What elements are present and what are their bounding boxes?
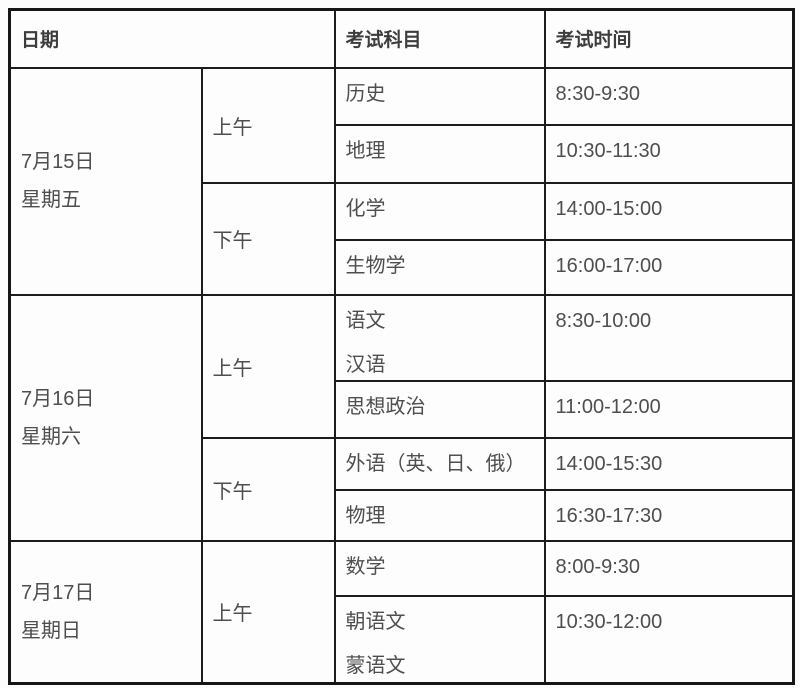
table-row: 下午 化学 14:00-15:00 <box>10 181 795 296</box>
time-cell: 14:00-15:30 <box>543 436 795 491</box>
time-cell: 14:00-15:00 <box>543 181 795 241</box>
time-label: 11:00-12:00 <box>555 395 661 418</box>
header-subject: 考试科目 <box>333 8 546 69</box>
time-label: 14:00-15:00 <box>555 197 663 220</box>
subject-label: 数学 <box>345 555 386 578</box>
date-line1: 7月17日 <box>21 581 95 604</box>
date-cell-jul16: 7月16日 星期六 <box>8 293 203 542</box>
session-cell-morning: 上午 <box>200 293 336 439</box>
header-date: 日期 <box>8 8 336 69</box>
session-cell-morning: 上午 <box>200 539 336 685</box>
date-line2: 星期五 <box>21 189 81 211</box>
subject-label: 生物学 <box>345 254 406 277</box>
session-cell-afternoon: 下午 <box>200 436 336 542</box>
date-line1: 7月15日 <box>21 151 95 173</box>
subject-cell: 朝语文 蒙语文 <box>333 594 546 685</box>
subject-label: 蒙语文 <box>345 654 406 677</box>
date-cell-jul15: 7月15日 星期五 <box>8 66 203 296</box>
time-label: 8:30-9:30 <box>555 82 641 105</box>
time-label: 8:30-10:00 <box>555 309 652 332</box>
table-row: 7月15日 星期五 上午 历史 8:30-9:30 <box>8 66 795 296</box>
session-cell-morning: 上午 <box>200 66 336 184</box>
table-row: 7月17日 星期日 上午 数学 8:00-9:30 <box>8 539 795 685</box>
time-label: 14:00-15:30 <box>555 452 663 475</box>
subject-cell: 地理 <box>333 123 546 184</box>
time-label: 16:30-17:30 <box>555 504 663 527</box>
date-line1: 7月16日 <box>21 387 95 410</box>
subject-cell: 生物学 <box>333 238 546 296</box>
subject-cell: 物理 <box>333 488 546 542</box>
table-row: 物理 16:30-17:30 <box>10 488 795 542</box>
table-row: 7月16日 星期六 上午 语文 汉语 8:30-10:00 <box>8 293 795 542</box>
date-line2: 星期日 <box>21 619 81 642</box>
time-cell: 11:00-12:00 <box>543 379 795 439</box>
time-label: 8:00-9:30 <box>555 555 641 578</box>
table-header-row: 日期 考试科目 考试时间 <box>8 8 795 69</box>
table-row: 朝语文 蒙语文 10:30-12:00 <box>10 594 795 685</box>
time-label: 10:30-12:00 <box>555 610 663 633</box>
time-label: 10:30-11:30 <box>555 139 661 162</box>
table-row: 下午 外语（英、日、俄） 14:00-15:30 <box>10 436 795 542</box>
time-cell: 10:30-11:30 <box>543 123 795 184</box>
table-row: 生物学 16:00-17:00 <box>10 238 795 296</box>
exam-schedule-table: 日期 考试科目 考试时间 7月15日 星期五 上午 历史 8:30-9:30 <box>8 8 796 685</box>
subject-cell: 语文 汉语 <box>333 293 546 382</box>
subject-label: 语文 <box>345 309 386 332</box>
table-row: 地理 10:30-11:30 <box>10 123 795 184</box>
date-cell-jul17: 7月17日 星期日 <box>8 539 203 685</box>
subject-label: 历史 <box>345 82 386 105</box>
subject-label: 化学 <box>345 197 386 220</box>
subject-label: 物理 <box>345 504 386 527</box>
time-label: 16:00-17:00 <box>555 254 663 277</box>
subject-label: 思想政治 <box>345 395 426 418</box>
subject-cell: 外语（英、日、俄） <box>333 436 546 491</box>
time-cell: 8:30-10:00 <box>543 293 795 382</box>
header-time: 考试时间 <box>543 8 795 69</box>
subject-label: 汉语 <box>345 353 386 376</box>
subject-cell: 化学 <box>333 181 546 241</box>
subject-label: 朝语文 <box>345 610 406 633</box>
time-cell: 8:30-9:30 <box>543 66 795 126</box>
subject-cell: 数学 <box>333 539 546 597</box>
time-cell: 16:30-17:30 <box>543 488 795 542</box>
time-cell: 10:30-12:00 <box>543 594 795 685</box>
session-cell-afternoon: 下午 <box>200 181 336 296</box>
subject-cell: 历史 <box>333 66 546 126</box>
time-cell: 8:00-9:30 <box>543 539 795 597</box>
table-row: 思想政治 11:00-12:00 <box>10 379 795 439</box>
subject-cell: 思想政治 <box>333 379 546 439</box>
time-cell: 16:00-17:00 <box>543 238 795 296</box>
subject-label: 地理 <box>345 139 386 162</box>
subject-label: 外语（英、日、俄） <box>345 452 526 475</box>
date-line2: 星期六 <box>21 425 81 448</box>
